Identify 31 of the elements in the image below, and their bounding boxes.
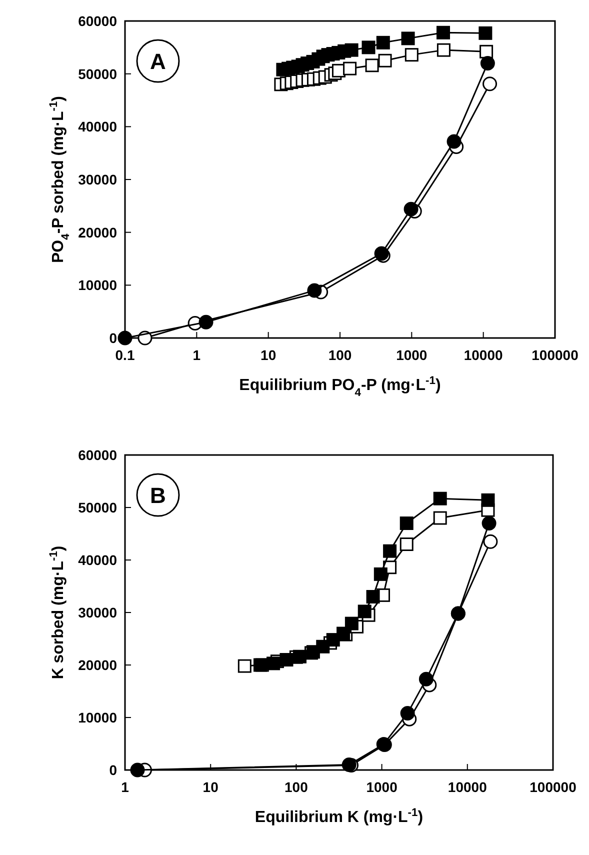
x-tick-label: 10	[260, 347, 276, 363]
x-tick-label: 0.1	[115, 347, 135, 363]
y-tick-label: 40000	[78, 552, 118, 568]
x-tick-label: 100000	[530, 779, 577, 795]
x-axis-title: Equilibrium PO$_{4}$-P (mg·L$^{-1}$)	[239, 375, 441, 399]
x-tick-label: 10	[202, 779, 219, 795]
x-tick-label: 10000	[464, 347, 504, 363]
y-tick-label: 0	[109, 330, 118, 346]
x-tick-label: 1	[192, 347, 201, 363]
annotation: A	[150, 49, 166, 74]
y-tick-label: 10000	[78, 277, 118, 294]
y-tick-label: 10000	[78, 710, 118, 726]
y-tick-label: 40000	[78, 118, 118, 135]
y-tick-label: 20000	[78, 224, 118, 240]
y-tick-label: 30000	[78, 604, 118, 620]
y-tick-label: 20000	[78, 657, 118, 673]
x-tick-label: 100	[284, 779, 308, 795]
y-tick-label: 60000	[78, 13, 118, 29]
x-tick-label: 1	[121, 779, 130, 795]
x-tick-label: 10000	[448, 779, 488, 795]
x-axis-title: Equilibrium K (mg·L$^{-1}$)	[254, 807, 424, 826]
annotation: B	[150, 483, 166, 508]
x-tick-label: 1000	[366, 779, 398, 795]
y-tick-label: 0	[109, 762, 118, 778]
y-tick-label: 60000	[78, 447, 118, 463]
y-tick-label: 50000	[78, 66, 118, 82]
x-tick-label: 100	[328, 347, 352, 363]
y-tick-label: 30000	[78, 172, 118, 188]
x-tick-label: 100000	[532, 347, 579, 363]
y-tick-label: 50000	[78, 500, 118, 516]
x-tick-label: 1000	[396, 347, 428, 363]
